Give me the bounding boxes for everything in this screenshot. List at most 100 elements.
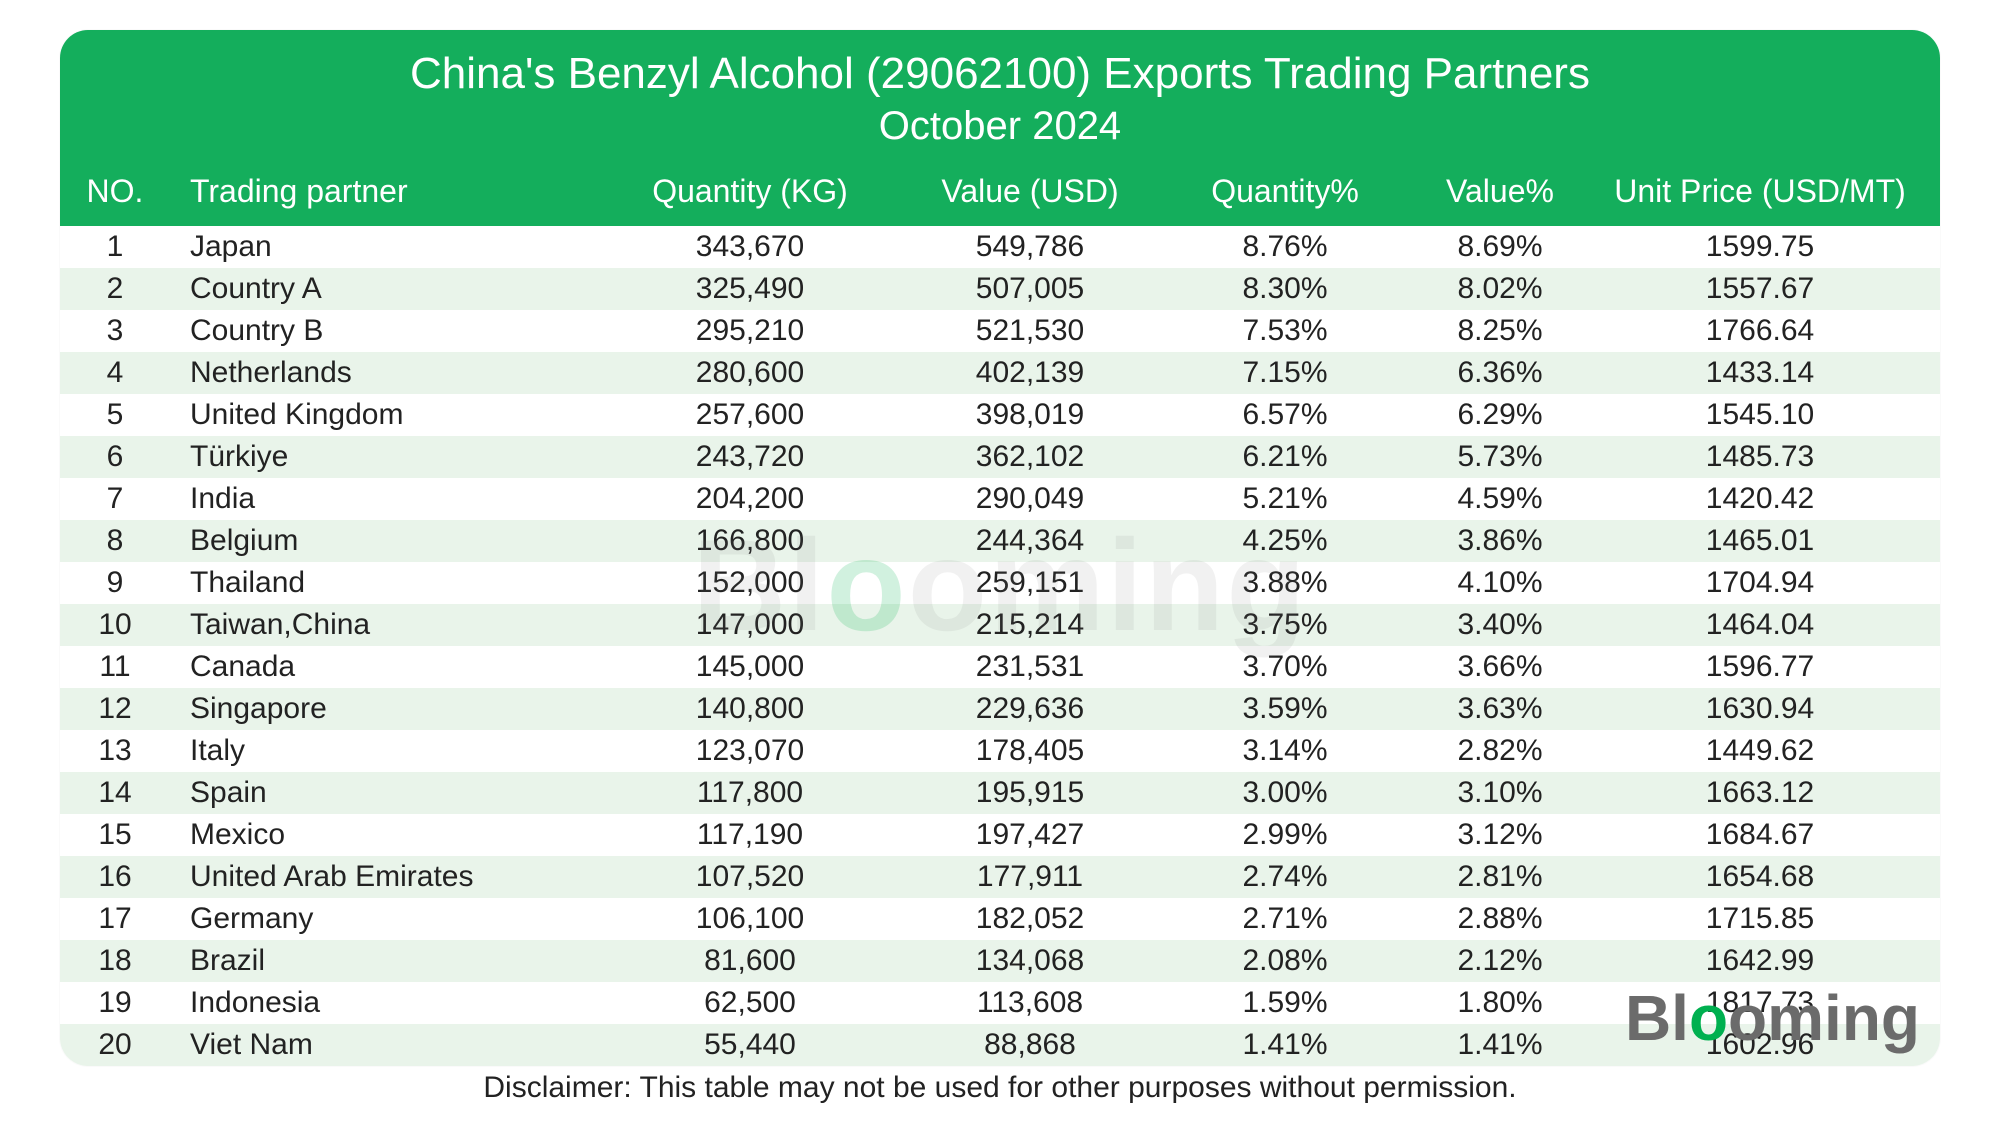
cell-partner: United Kingdom <box>170 398 610 432</box>
cell-price: 1663.12 <box>1600 776 1920 810</box>
cell-qpct: 2.71% <box>1170 902 1400 936</box>
cell-partner: Indonesia <box>170 986 610 1020</box>
cell-value: 215,214 <box>890 608 1170 642</box>
cell-price: 1817.73 <box>1600 986 1920 1020</box>
col-header-price: Unit Price (USD/MT) <box>1600 173 1920 210</box>
cell-value: 182,052 <box>890 902 1170 936</box>
cell-vpct: 3.63% <box>1400 692 1600 726</box>
disclaimer-text: Disclaimer: This table may not be used f… <box>0 1071 2000 1105</box>
cell-no: 12 <box>60 692 170 726</box>
cell-price: 1545.10 <box>1600 398 1920 432</box>
cell-partner: Country A <box>170 272 610 306</box>
cell-no: 3 <box>60 314 170 348</box>
table-row: 3Country B295,210521,5307.53%8.25%1766.6… <box>60 310 1940 352</box>
cell-value: 88,868 <box>890 1028 1170 1062</box>
export-table-card: China's Benzyl Alcohol (29062100) Export… <box>60 30 1940 1066</box>
cell-quantity: 343,670 <box>610 230 890 264</box>
col-header-quantity: Quantity (KG) <box>610 173 890 210</box>
cell-quantity: 106,100 <box>610 902 890 936</box>
cell-qpct: 3.88% <box>1170 566 1400 600</box>
cell-no: 11 <box>60 650 170 684</box>
cell-value: 507,005 <box>890 272 1170 306</box>
table-row: 11Canada145,000231,5313.70%3.66%1596.77 <box>60 646 1940 688</box>
cell-value: 197,427 <box>890 818 1170 852</box>
cell-price: 1464.04 <box>1600 608 1920 642</box>
cell-qpct: 5.21% <box>1170 482 1400 516</box>
cell-qpct: 6.21% <box>1170 440 1400 474</box>
cell-qpct: 2.74% <box>1170 860 1400 894</box>
cell-value: 195,915 <box>890 776 1170 810</box>
table-row: 16United Arab Emirates107,520177,9112.74… <box>60 856 1940 898</box>
cell-vpct: 3.66% <box>1400 650 1600 684</box>
cell-value: 259,151 <box>890 566 1170 600</box>
table-row: 18Brazil81,600134,0682.08%2.12%1642.99 <box>60 940 1940 982</box>
table-row: 20Viet Nam55,44088,8681.41%1.41%1602.96 <box>60 1024 1940 1066</box>
table-header: China's Benzyl Alcohol (29062100) Export… <box>60 30 1940 165</box>
table-row: 15Mexico117,190197,4272.99%3.12%1684.67 <box>60 814 1940 856</box>
cell-partner: Japan <box>170 230 610 264</box>
cell-value: 362,102 <box>890 440 1170 474</box>
cell-partner: Germany <box>170 902 610 936</box>
table-row: 6Türkiye243,720362,1026.21%5.73%1485.73 <box>60 436 1940 478</box>
cell-quantity: 123,070 <box>610 734 890 768</box>
cell-partner: Belgium <box>170 524 610 558</box>
cell-vpct: 3.10% <box>1400 776 1600 810</box>
cell-quantity: 243,720 <box>610 440 890 474</box>
cell-vpct: 2.82% <box>1400 734 1600 768</box>
cell-vpct: 4.59% <box>1400 482 1600 516</box>
cell-vpct: 5.73% <box>1400 440 1600 474</box>
table-row: 14Spain117,800195,9153.00%3.10%1663.12 <box>60 772 1940 814</box>
col-header-no: NO. <box>60 173 170 210</box>
cell-no: 7 <box>60 482 170 516</box>
col-header-value: Value (USD) <box>890 173 1170 210</box>
cell-quantity: 107,520 <box>610 860 890 894</box>
cell-quantity: 140,800 <box>610 692 890 726</box>
cell-vpct: 2.81% <box>1400 860 1600 894</box>
table-row: 13Italy123,070178,4053.14%2.82%1449.62 <box>60 730 1940 772</box>
cell-vpct: 1.41% <box>1400 1028 1600 1062</box>
cell-quantity: 257,600 <box>610 398 890 432</box>
cell-quantity: 325,490 <box>610 272 890 306</box>
cell-qpct: 2.99% <box>1170 818 1400 852</box>
cell-no: 17 <box>60 902 170 936</box>
table-title-line1: China's Benzyl Alcohol (29062100) Export… <box>84 48 1916 101</box>
cell-price: 1485.73 <box>1600 440 1920 474</box>
cell-price: 1596.77 <box>1600 650 1920 684</box>
col-header-partner: Trading partner <box>170 173 610 210</box>
cell-price: 1433.14 <box>1600 356 1920 390</box>
cell-no: 20 <box>60 1028 170 1062</box>
table-body: 1Japan343,670549,7868.76%8.69%1599.752Co… <box>60 226 1940 1066</box>
table-title-line2: October 2024 <box>84 101 1916 151</box>
cell-vpct: 4.10% <box>1400 566 1600 600</box>
cell-quantity: 81,600 <box>610 944 890 978</box>
cell-quantity: 55,440 <box>610 1028 890 1062</box>
cell-vpct: 8.69% <box>1400 230 1600 264</box>
cell-price: 1715.85 <box>1600 902 1920 936</box>
cell-vpct: 2.12% <box>1400 944 1600 978</box>
cell-price: 1449.62 <box>1600 734 1920 768</box>
column-header-row: NO. Trading partner Quantity (KG) Value … <box>60 165 1940 226</box>
cell-partner: Türkiye <box>170 440 610 474</box>
cell-qpct: 6.57% <box>1170 398 1400 432</box>
cell-no: 5 <box>60 398 170 432</box>
cell-partner: Singapore <box>170 692 610 726</box>
cell-vpct: 2.88% <box>1400 902 1600 936</box>
cell-qpct: 1.41% <box>1170 1028 1400 1062</box>
cell-quantity: 145,000 <box>610 650 890 684</box>
table-row: 4Netherlands280,600402,1397.15%6.36%1433… <box>60 352 1940 394</box>
cell-no: 9 <box>60 566 170 600</box>
cell-partner: Thailand <box>170 566 610 600</box>
cell-quantity: 147,000 <box>610 608 890 642</box>
cell-quantity: 166,800 <box>610 524 890 558</box>
cell-value: 244,364 <box>890 524 1170 558</box>
table-row: 9Thailand152,000259,1513.88%4.10%1704.94 <box>60 562 1940 604</box>
cell-no: 4 <box>60 356 170 390</box>
cell-value: 134,068 <box>890 944 1170 978</box>
cell-no: 8 <box>60 524 170 558</box>
cell-price: 1420.42 <box>1600 482 1920 516</box>
cell-no: 15 <box>60 818 170 852</box>
cell-qpct: 4.25% <box>1170 524 1400 558</box>
cell-value: 178,405 <box>890 734 1170 768</box>
cell-value: 231,531 <box>890 650 1170 684</box>
cell-vpct: 3.12% <box>1400 818 1600 852</box>
